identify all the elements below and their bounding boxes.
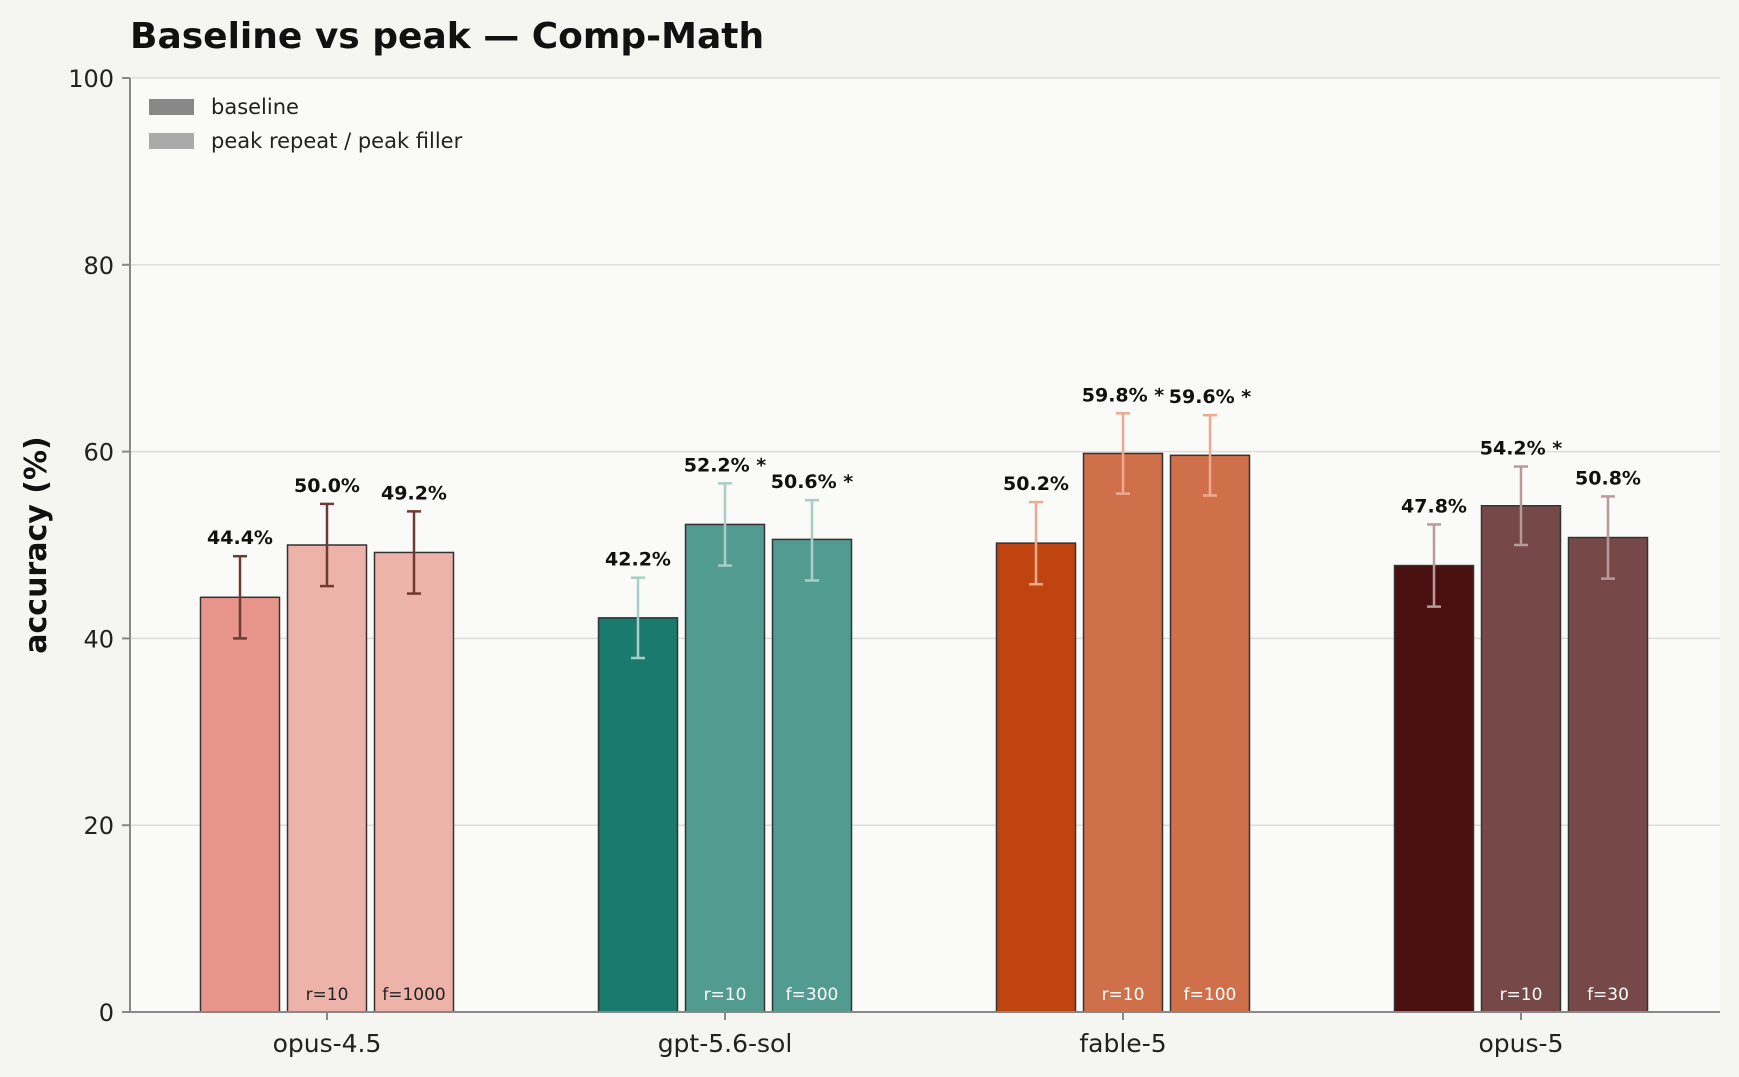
y-tick-label: 0 (99, 999, 114, 1027)
value-label: 59.6% * (1169, 386, 1252, 408)
y-tick-label: 40 (83, 625, 114, 653)
value-label: 44.4% (207, 527, 273, 549)
bars: 44.4% 50.0% r=10 49.2% f=1000 42.2% 52.2% * r=1… (199, 384, 1649, 1013)
bar-annotation: f=300 (786, 985, 839, 1005)
bar-group-fable-5: 50.2% 59.8% * r=10 59.6% * f=100 (995, 384, 1252, 1013)
y-axis-label: accuracy (%) (19, 436, 54, 653)
bar-annotation: f=1000 (382, 985, 446, 1005)
bar-annotation: r=10 (704, 985, 747, 1005)
value-label: 50.6% * (771, 471, 854, 493)
legend: baseline peak repeat / peak filler (149, 95, 463, 153)
bar-opus-5-peak-repeat (1480, 505, 1562, 1013)
legend-swatch (149, 133, 194, 149)
legend-label: peak repeat / peak filler (211, 129, 463, 153)
legend-label: baseline (211, 95, 299, 119)
bar-annotation: r=10 (1102, 985, 1145, 1005)
bar-gpt-5.6-sol-peak-filler (771, 538, 853, 1013)
legend-swatch (149, 99, 194, 115)
bar-gpt-5.6-sol-baseline (597, 617, 679, 1013)
value-label: 50.0% (294, 475, 360, 497)
bar-annotation: f=30 (1587, 985, 1629, 1005)
bar-opus-4.5-peak-repeat (286, 544, 368, 1013)
value-label: 50.8% (1575, 467, 1641, 489)
value-label: 50.2% (1003, 473, 1069, 495)
y-axis-ticks: 0 20 40 60 80 100 (68, 65, 130, 1027)
x-tick-label: fable-5 (1079, 1029, 1166, 1058)
value-label: 54.2% * (1480, 438, 1563, 460)
y-tick-label: 20 (83, 812, 114, 840)
y-tick-label: 100 (68, 65, 114, 93)
bar-group-gpt-5.6-sol: 42.2% 52.2% * r=10 50.6% * f=300 (597, 454, 854, 1013)
bar-opus-4.5-baseline (199, 596, 281, 1013)
bar-opus-5-peak-filler (1567, 536, 1649, 1013)
bar-group-opus-5: 47.8% 54.2% * r=10 50.8% f=30 (1393, 438, 1649, 1013)
bar-fable-5-baseline (995, 542, 1077, 1013)
bar-opus-5-baseline (1393, 564, 1475, 1013)
x-axis-ticks: opus-4.5 gpt-5.6-sol fable-5 opus-5 (273, 1012, 1564, 1058)
bar-annotation: r=10 (306, 985, 349, 1005)
x-tick-label: gpt-5.6-sol (658, 1029, 793, 1058)
x-tick-label: opus-4.5 (273, 1029, 382, 1058)
value-label: 52.2% * (684, 454, 767, 476)
value-label: 47.8% (1401, 495, 1467, 517)
bar-group-opus-4.5: 44.4% 50.0% r=10 49.2% f=1000 (199, 475, 455, 1013)
y-tick-label: 80 (83, 252, 114, 280)
bar-fable-5-peak-filler (1169, 454, 1251, 1013)
x-tick-label: opus-5 (1479, 1029, 1564, 1058)
y-tick-label: 60 (83, 439, 114, 467)
bar-gpt-5.6-sol-peak-repeat (684, 523, 766, 1013)
value-label: 42.2% (605, 549, 671, 571)
bar-annotation: r=10 (1500, 985, 1543, 1005)
bar-opus-4.5-peak-filler (373, 551, 455, 1013)
chart-title: Baseline vs peak — Comp-Math (130, 16, 764, 57)
value-label: 49.2% (381, 482, 447, 504)
bar-fable-5-peak-repeat (1082, 452, 1164, 1013)
bar-annotation: f=100 (1184, 985, 1237, 1005)
value-label: 59.8% * (1082, 384, 1165, 406)
